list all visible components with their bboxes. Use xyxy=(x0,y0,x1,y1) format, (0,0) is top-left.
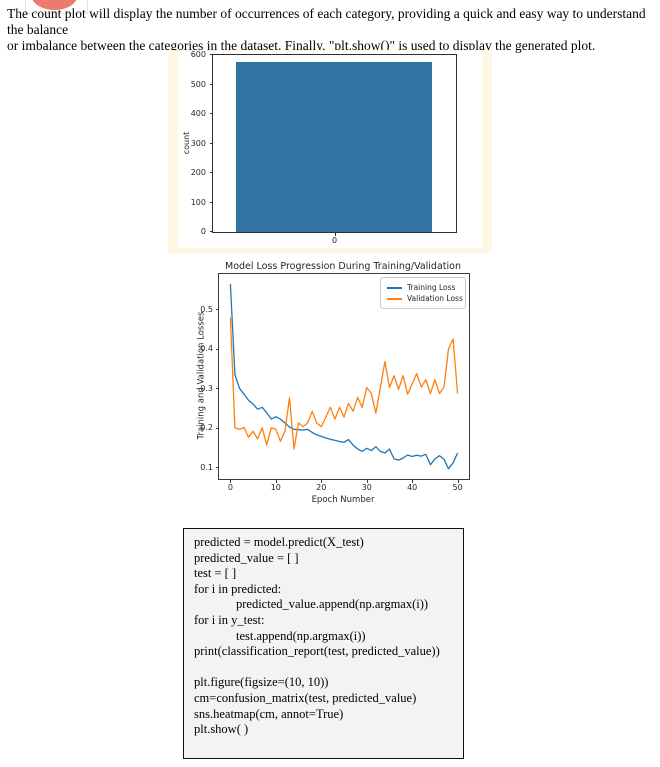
loss-chart-ytick-mark xyxy=(215,388,219,390)
count-plot-ytick-label: 0 xyxy=(200,227,206,236)
count-plot-ytick-label: 400 xyxy=(190,109,206,118)
count-plot-figure: count 0 0 100 200 300 400 500 600 xyxy=(178,50,482,248)
code-line: test.append(np.argmax(i)) xyxy=(236,628,366,643)
loss-chart-axes: Training Loss Validation Loss 0 10 20 30 40 5… xyxy=(200,273,470,492)
validation-loss-line-swatch xyxy=(387,297,402,300)
loss-chart-ytick-label: 0.1 xyxy=(200,462,213,472)
count-bar xyxy=(236,62,432,232)
loss-chart-ytick-label: 0.5 xyxy=(200,304,213,314)
count-plot-ytick-mark xyxy=(209,201,213,203)
count-plot-ytick-mark xyxy=(209,83,213,85)
loss-chart-xtick-label: 10 xyxy=(270,483,281,492)
count-plot-ytick-mark xyxy=(209,113,213,114)
training-loss-line xyxy=(229,283,459,470)
count-plot-ytick-mark xyxy=(209,172,213,173)
loss-chart-xtick-mark xyxy=(366,479,368,483)
loss-chart-xtick-label: 20 xyxy=(316,483,327,492)
count-plot-axes: 0 0 100 200 300 400 500 600 xyxy=(191,50,457,245)
code-block: predicted = model.predict(X_test) predict… xyxy=(183,528,464,759)
loss-chart-xtick-mark xyxy=(230,479,232,483)
loss-chart-ytick-label: 0.2 xyxy=(200,423,213,433)
loss-chart-ytick-mark xyxy=(215,427,219,429)
code-line: predicted = model.predict(X_test) xyxy=(194,535,364,549)
count-plot-ytick-mark xyxy=(209,231,213,232)
loss-chart-xtick-mark xyxy=(321,479,323,483)
body-paragraph: The count plot will display the number o… xyxy=(7,6,646,53)
loss-chart-xtick-mark xyxy=(457,479,459,483)
code-line: predicted_value = [ ] xyxy=(194,550,299,565)
loss-chart-xtick-label: 0 xyxy=(227,483,233,492)
code-line xyxy=(194,660,459,676)
count-plot-ytick-label: 600 xyxy=(190,50,206,59)
count-plot-xtick-mark xyxy=(334,232,336,236)
code-line: for i in y_test: xyxy=(194,612,265,627)
loss-chart-ytick-label: 0.4 xyxy=(200,344,213,354)
code-line: predicted_value.append(np.argmax(i)) xyxy=(236,597,429,612)
loss-chart-plot-area xyxy=(229,283,459,470)
validation-loss-line xyxy=(229,317,459,450)
loss-chart-xtick-label: 40 xyxy=(407,483,418,492)
loss-chart-figure: Model Loss Progression During Training/V… xyxy=(190,258,490,510)
clipped-red-ellipse-logo xyxy=(32,0,77,10)
loss-chart-xtick-mark xyxy=(275,479,277,483)
count-plot-panel: count 0 0 100 200 300 400 500 600 xyxy=(168,50,492,253)
loss-chart-ytick-mark xyxy=(215,467,219,469)
code-line: plt.show( ) xyxy=(194,722,249,737)
loss-chart-xlabel: Epoch Number xyxy=(311,495,375,505)
loss-chart-xtick-mark xyxy=(412,479,414,483)
legend-entry-validation: Validation Loss xyxy=(387,293,463,304)
code-line: sns.heatmap(cm, annot=True) xyxy=(194,706,344,721)
loss-chart-xtick-label: 30 xyxy=(361,483,372,492)
count-plot-ytick-mark xyxy=(209,142,213,144)
validation-loss-legend-label: Validation Loss xyxy=(407,294,463,303)
count-plot-ytick-label: 500 xyxy=(190,79,206,89)
loss-chart-legend: Training Loss Validation Loss xyxy=(380,277,466,309)
code-line: cm=confusion_matrix(test, predicted_valu… xyxy=(194,690,417,705)
training-loss-legend-label: Training Loss xyxy=(407,283,456,292)
count-plot-ytick-mark xyxy=(209,54,213,55)
legend-entry-training: Training Loss xyxy=(387,282,460,293)
count-plot-ytick-label: 200 xyxy=(190,168,206,177)
training-loss-line-swatch xyxy=(387,286,402,289)
count-plot-ytick-label: 100 xyxy=(190,197,206,207)
loss-chart-ytick-mark xyxy=(215,348,219,350)
code-line: for i in predicted: xyxy=(194,581,282,596)
code-line: print(classification_report(test, predic… xyxy=(194,644,440,659)
loss-chart-ylabel: Training and Validation Losses xyxy=(196,311,207,440)
loss-chart-title: Model Loss Progression During Training/V… xyxy=(225,261,461,272)
code-line: plt.figure(figsize=(10, 10)) xyxy=(194,675,329,690)
loss-chart-ytick-label: 0.3 xyxy=(200,383,213,393)
count-plot-ytick-label: 300 xyxy=(190,138,206,148)
loss-chart-xtick-label: 50 xyxy=(452,483,463,492)
loss-chart-ytick-mark xyxy=(215,309,219,311)
count-plot-xtick-label: 0 xyxy=(331,236,338,245)
code-line: test = [ ] xyxy=(194,566,237,581)
